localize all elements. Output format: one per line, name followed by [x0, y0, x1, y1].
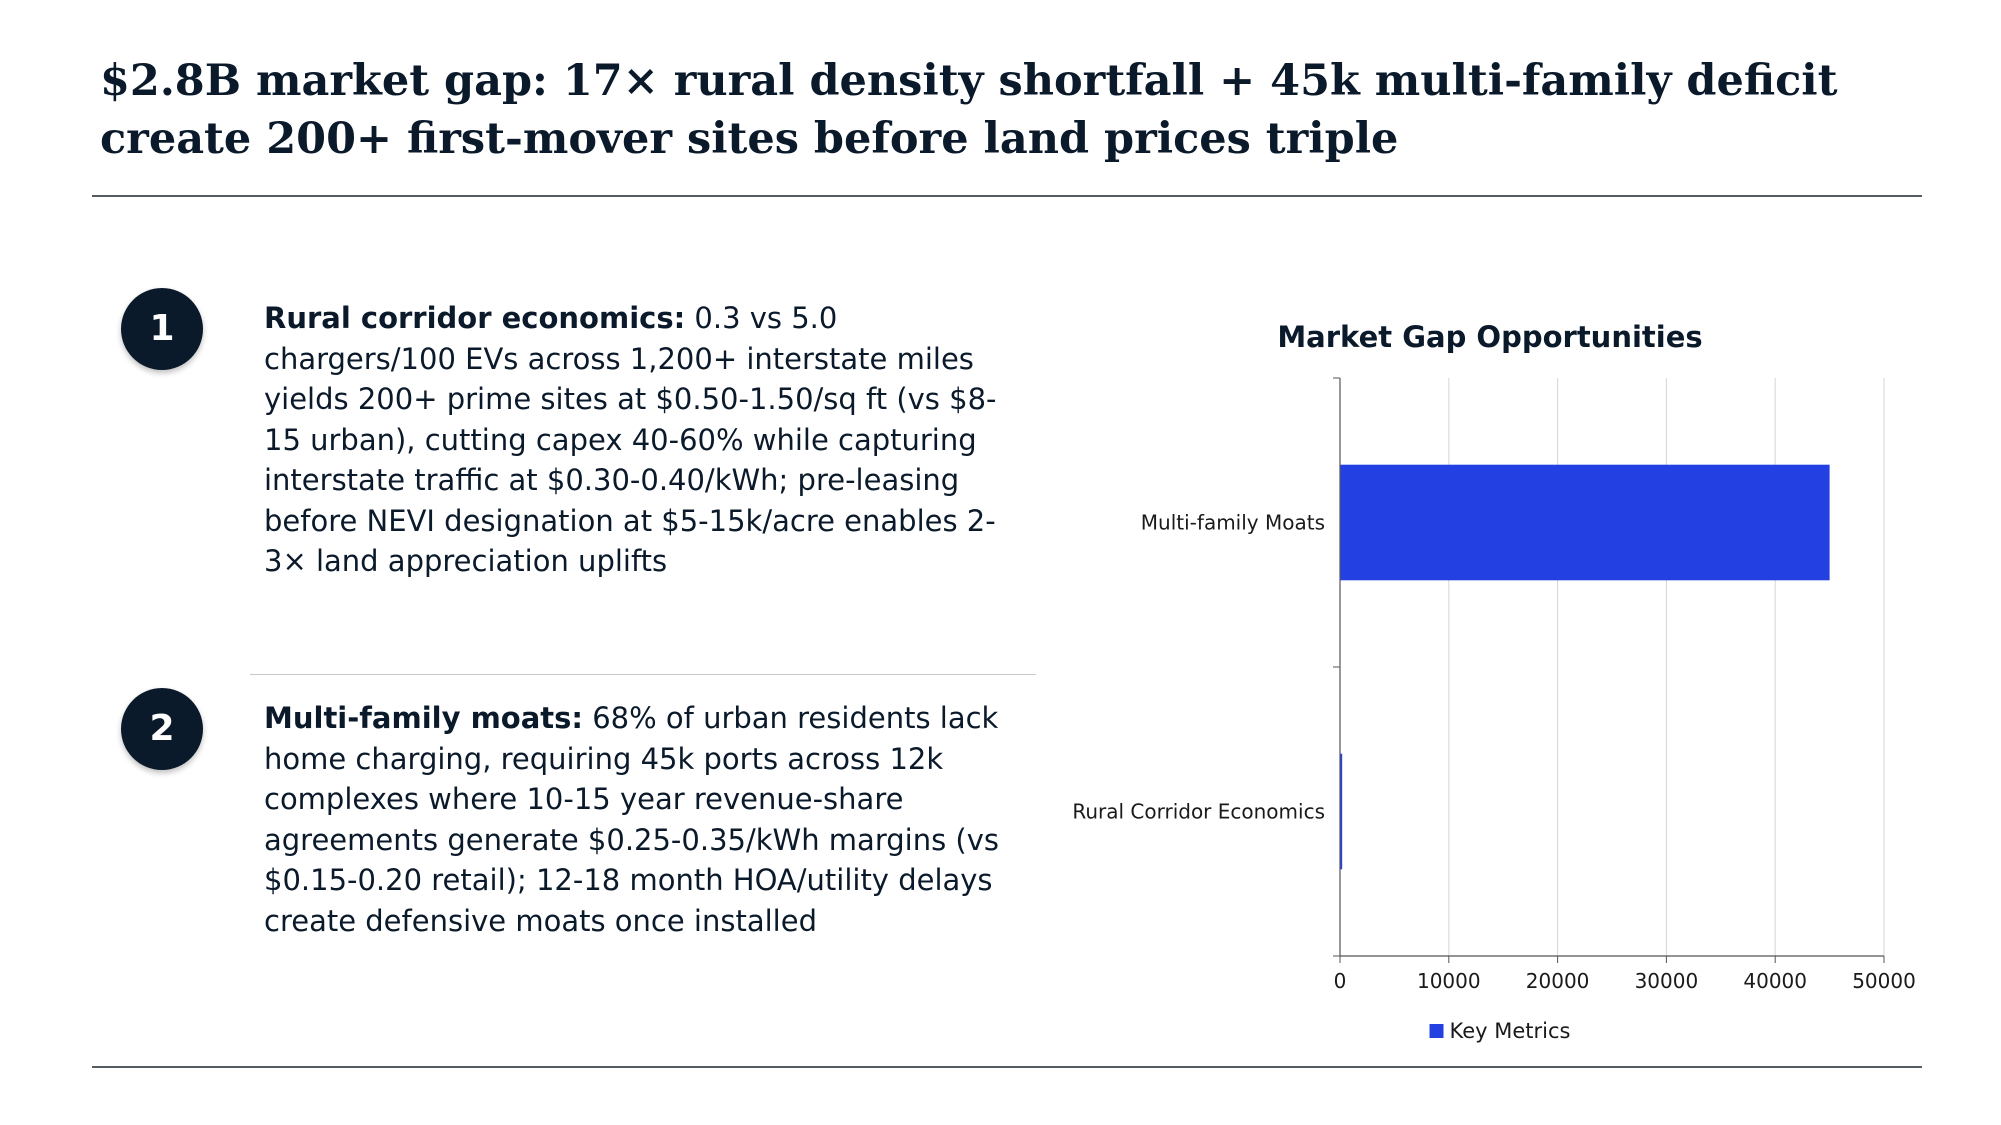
- market-gap-bar-chart: Market Gap Opportunities 0 10000 20000 3000…: [1072, 320, 1915, 1043]
- point-heading-2: Multi-family moats:: [264, 701, 583, 735]
- point-number-badge-2: 2: [121, 688, 203, 770]
- bar-multi-family-moats: [1340, 464, 1830, 581]
- title-divider: [92, 195, 1922, 197]
- x-tick-label-20000: 20000: [1526, 969, 1590, 993]
- bar-rural-corridor-economics: [1340, 753, 1343, 870]
- chart-legend: Key Metrics: [1429, 1019, 1571, 1043]
- footer-divider: [92, 1066, 1922, 1068]
- chart-axes: [1333, 377, 1885, 963]
- point-body-1: 0.3 vs 5.0 chargers/100 EVs across 1,200…: [264, 301, 997, 578]
- legend-swatch-key-metrics: [1429, 1024, 1444, 1038]
- x-tick-label-50000: 50000: [1852, 969, 1916, 993]
- point-text-2: Multi-family moats: 68% of urban residen…: [264, 698, 1024, 941]
- point-heading-1: Rural corridor economics:: [264, 301, 686, 335]
- x-tick-label-10000: 10000: [1417, 969, 1481, 993]
- chart-bars: [1340, 464, 1830, 870]
- slide-title: $2.8B market gap: 17× rural density shor…: [100, 56, 1838, 164]
- chart-labels: 0 10000 20000 30000 40000 50000 Rural Corridor…: [1072, 511, 1915, 994]
- point-body-2: 68% of urban residents lack home chargin…: [264, 701, 999, 938]
- chart-title: Market Gap Opportunities: [1277, 320, 1702, 354]
- legend-label-key-metrics: Key Metrics: [1450, 1019, 1571, 1043]
- point-number-badge-1: 1: [121, 288, 203, 370]
- x-tick-label-40000: 40000: [1743, 969, 1807, 993]
- point-text-1: Rural corridor economics: 0.3 vs 5.0 cha…: [264, 298, 1024, 582]
- x-tick-label-30000: 30000: [1635, 969, 1699, 993]
- points-divider: [250, 674, 1036, 675]
- x-tick-label-0: 0: [1334, 969, 1347, 993]
- category-label-rural-corridor-economics: Rural Corridor Economics: [1072, 800, 1325, 824]
- category-label-multi-family-moats: Multi-family Moats: [1141, 511, 1325, 535]
